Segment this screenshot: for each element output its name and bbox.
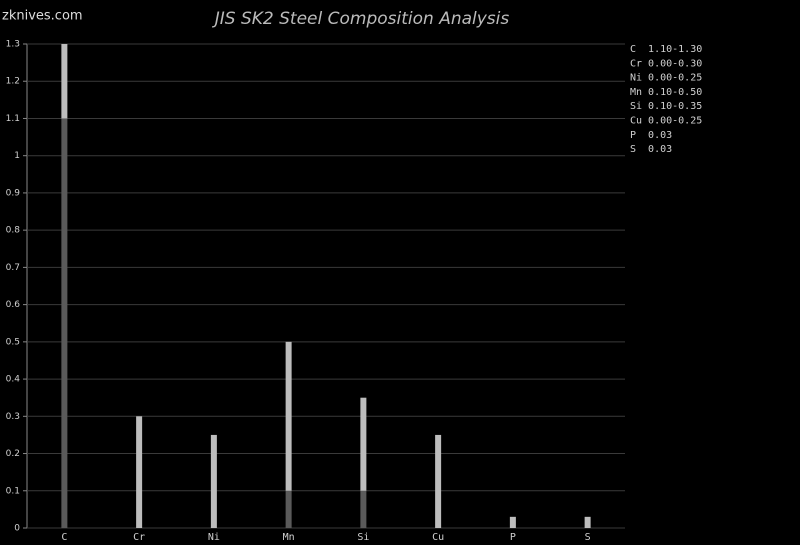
x-tick-label: Mn [283,532,295,543]
bar-low [360,490,367,528]
legend-entry: P 0.03 [630,130,672,141]
legend-entry: Mn 0.10-0.50 [630,87,702,98]
bar-low [285,490,292,528]
y-tick-label: 0.2 [6,449,20,459]
x-tick-label: Cu [432,532,444,543]
legend-entry: Si 0.10-0.35 [630,101,702,112]
y-tick-label: 0.6 [6,300,21,310]
y-tick-label: 1.3 [6,40,20,50]
y-tick-label: 1 [14,151,20,161]
legend-entry: Ni 0.00-0.25 [630,73,702,84]
x-tick-label: Si [357,532,369,543]
bar-high [435,434,442,528]
x-tick-label: Ni [208,532,220,543]
x-tick-label: Cr [133,532,145,543]
bar-high [136,416,143,528]
legend-entry: S 0.03 [630,144,672,155]
legend-entry: C 1.10-1.30 [630,44,702,55]
chart-title: JIS SK2 Steel Composition Analysis [212,9,510,29]
y-tick-label: 0 [14,524,20,534]
watermark: zknives.com [2,9,83,24]
legend-entry: Cu 0.00-0.25 [630,116,702,127]
bar-high [509,516,516,528]
x-tick-label: S [585,532,591,543]
y-tick-label: 0.3 [6,412,20,422]
bar-low [61,118,68,528]
legend-entry: Cr 0.00-0.30 [630,58,702,69]
y-tick-label: 1.2 [6,77,20,87]
bar-high [360,397,367,491]
y-tick-label: 0.5 [6,337,20,347]
y-tick-label: 0.9 [6,188,21,198]
y-tick-label: 0.8 [6,226,21,236]
bar-high [61,44,68,119]
x-tick-label: C [61,532,67,543]
bar-high [210,434,217,528]
bar-high [285,341,292,491]
bar-high [584,516,591,528]
y-tick-label: 0.4 [6,375,21,385]
y-tick-label: 0.7 [6,263,20,273]
y-tick-label: 0.1 [6,486,20,496]
x-tick-label: P [510,532,516,543]
y-tick-label: 1.1 [6,114,20,124]
